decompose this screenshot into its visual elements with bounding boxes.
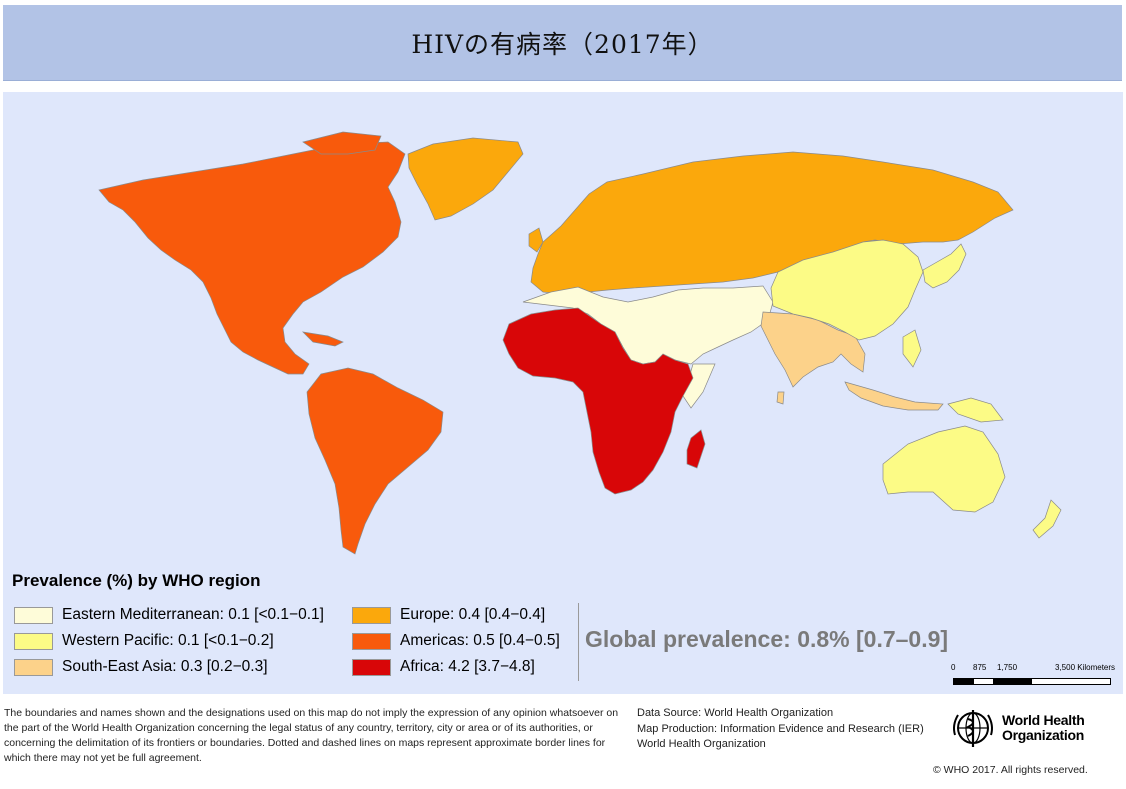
region-western-pacific-philippines <box>902 329 922 368</box>
legend-divider <box>578 603 579 681</box>
region-americas-north <box>98 141 406 375</box>
legend-swatch <box>352 606 391 624</box>
legend-item-south-east-asia: South-East Asia: 0.3 [0.2−0.3] <box>14 658 268 676</box>
legend-swatch <box>14 606 53 624</box>
map-production: Map Production: Information Evidence and… <box>637 722 924 735</box>
world-map <box>98 131 1062 555</box>
legend-item-americas: Americas: 0.5 [0.4−0.5] <box>352 632 560 650</box>
region-americas-south <box>306 367 444 555</box>
legend-swatch <box>352 658 391 676</box>
legend-label: South-East Asia: 0.3 [0.2−0.3] <box>62 658 268 675</box>
scale-bar-graphic <box>953 678 1111 685</box>
legend-item-europe: Europe: 0.4 [0.4−0.4] <box>352 606 545 624</box>
legend-label: Western Pacific: 0.1 [<0.1−0.2] <box>62 632 274 649</box>
legend-label: Europe: 0.4 [0.4−0.4] <box>400 606 546 623</box>
map-panel <box>3 92 1123 694</box>
title-bar: HIVの有病率（2017年） <box>3 5 1122 81</box>
region-western-pacific-australia <box>882 425 1006 513</box>
who-logo <box>950 707 1090 749</box>
legend-swatch <box>14 658 53 676</box>
copyright: © WHO 2017. All rights reserved. <box>933 764 1088 776</box>
data-source: Data Source: World Health Organization <box>637 707 834 719</box>
legend-label: Eastern Mediterranean: 0.1 [<0.1−0.1] <box>62 606 324 623</box>
scale-label-0: 0 <box>951 663 956 672</box>
credits: Data Source: World Health Organization M… <box>637 706 937 753</box>
region-western-pacific-new-zealand <box>1032 499 1062 539</box>
region-europe-greenland <box>407 137 524 221</box>
legend-label: Africa: 4.2 [3.7−4.8] <box>400 658 535 675</box>
legend-item-western-pacific: Western Pacific: 0.1 [<0.1−0.2] <box>14 632 274 650</box>
legend-label: Americas: 0.5 [0.4−0.5] <box>400 632 560 649</box>
legend-item-africa: Africa: 4.2 [3.7−4.8] <box>352 658 535 676</box>
legend-swatch <box>352 632 391 650</box>
region-western-pacific-china <box>770 239 924 341</box>
region-western-pacific-png <box>947 397 1004 423</box>
legend-title: Prevalence (%) by WHO region <box>12 571 261 590</box>
who-logo-line1: World Health <box>1002 712 1085 728</box>
global-prevalence: Global prevalence: 0.8% [0.7–0.9] <box>585 626 949 652</box>
who-emblem-icon <box>953 710 993 747</box>
region-americas-greenland-islands <box>302 131 382 155</box>
region-americas-caribbean <box>301 331 344 347</box>
region-south-east-asia-sri-lanka <box>776 391 785 405</box>
region-europe-mainland <box>530 151 1014 295</box>
region-africa-madagascar <box>686 429 706 469</box>
disclaimer-text: The boundaries and names shown and the d… <box>4 707 619 764</box>
region-south-east-asia-indonesia <box>844 381 944 411</box>
organization-name: World Health Organization <box>637 738 766 750</box>
scale-label-875: 875 <box>973 663 987 672</box>
who-logo-text: World Health Organization <box>1002 712 1085 743</box>
region-europe-uk <box>528 227 544 253</box>
scale-label-1750: 1,750 <box>997 663 1018 672</box>
region-africa <box>502 307 694 495</box>
scale-bar: 0 875 1,750 3,500 Kilometers <box>951 663 1115 693</box>
map-title: HIVの有病率（2017年） <box>411 29 714 59</box>
who-logo-line2: Organization <box>1002 727 1084 743</box>
legend-item-eastern-mediterranean: Eastern Mediterranean: 0.1 [<0.1−0.1] <box>14 606 324 624</box>
legend-swatch <box>14 632 53 650</box>
region-western-pacific-korea-japan <box>922 243 967 289</box>
scale-label-3500: 3,500 Kilometers <box>1055 663 1116 672</box>
region-south-east-asia <box>760 311 866 388</box>
